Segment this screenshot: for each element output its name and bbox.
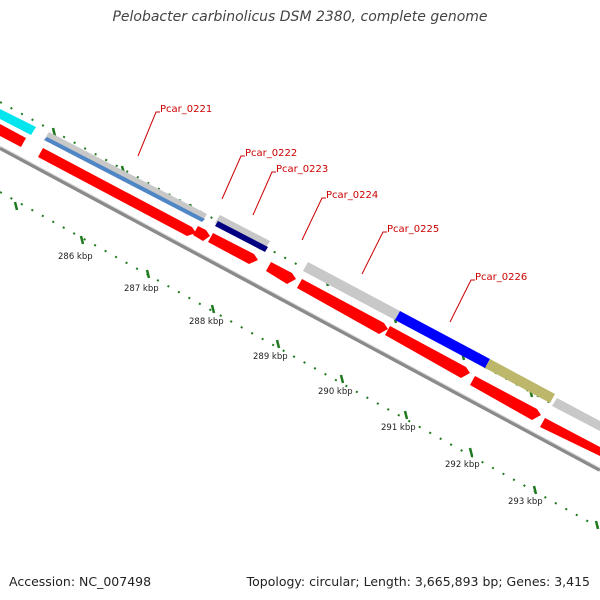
- genome-summary-text: Topology: circular; Length: 3,665,893 bp…: [246, 574, 590, 589]
- genome-backbone-highlight: [0, 145, 600, 469]
- feature-grey-end: [552, 398, 600, 431]
- inner-major-tick: [210, 304, 216, 314]
- kbp-label: 289 kbp: [253, 352, 288, 362]
- cds-arrow-pcar-0225: [297, 279, 388, 334]
- inner-major-tick: [403, 410, 409, 420]
- inner-major-tick: [594, 520, 600, 530]
- kbp-label: 293 kbp: [508, 497, 543, 507]
- cds-arrow: [540, 418, 600, 456]
- feature-pcar-0223: [215, 215, 270, 249]
- inner-major-tick: [275, 339, 281, 349]
- inner-major-tick: [145, 269, 151, 279]
- map-title: Pelobacter carbinolicus DSM 2380, comple…: [112, 9, 488, 25]
- callout-line: [252, 171, 276, 216]
- feature-pcar-0224: [303, 262, 400, 320]
- gene-callouts: [137, 111, 475, 323]
- kbp-label: 291 kbp: [381, 423, 416, 433]
- callout-line: [361, 231, 387, 275]
- cds-arrow: [193, 226, 210, 241]
- callout-line: [449, 279, 475, 323]
- gene-labels: Pcar_0221 Pcar_0222 Pcar_0223 Pcar_0224 …: [160, 104, 527, 283]
- inner-major-ticks: [13, 201, 600, 530]
- inner-major-tick: [468, 447, 474, 457]
- gene-label-pcar-0221[interactable]: Pcar_0221: [160, 104, 212, 115]
- inner-tick-ring-dots: [0, 191, 600, 529]
- callout-line: [137, 111, 160, 157]
- cds-arrow-pcar-0223: [208, 233, 258, 264]
- cds-arrow-pcar-0224: [266, 262, 296, 284]
- gene-label-pcar-0224[interactable]: Pcar_0224: [326, 190, 378, 201]
- kbp-label: 286 kbp: [58, 252, 93, 262]
- inner-major-tick: [79, 235, 85, 245]
- kbp-label: 292 kbp: [445, 460, 480, 470]
- feature-pcar-0225: [395, 311, 490, 368]
- gene-label-pcar-0223[interactable]: Pcar_0223: [276, 164, 328, 175]
- genome-backbone: [0, 146, 600, 472]
- callout-line: [301, 197, 326, 241]
- accession-text: Accession: NC_007498: [9, 574, 152, 589]
- gene-label-pcar-0222[interactable]: Pcar_0222: [245, 148, 297, 159]
- outer-major-tick: [51, 127, 57, 137]
- cyan-feature: [0, 109, 36, 135]
- gene-label-pcar-0226[interactable]: Pcar_0226: [475, 272, 527, 283]
- cds-arrow: [0, 124, 26, 147]
- cds-track: [0, 124, 600, 456]
- feature-pcar-0222-stripe: [44, 137, 205, 222]
- callout-line: [221, 155, 245, 200]
- inner-major-tick: [532, 485, 538, 495]
- feature-pcar-0226: [485, 359, 555, 403]
- inner-major-tick: [13, 201, 19, 211]
- feature-track: [0, 109, 600, 431]
- inner-tick-ring: [0, 191, 600, 530]
- cds-arrow-pcar-0226: [385, 326, 470, 378]
- kbp-label: 288 kbp: [189, 317, 224, 327]
- kbp-label: 287 kbp: [124, 284, 159, 294]
- cds-arrow-pcar-0221: [38, 148, 196, 236]
- kbp-label: 290 kbp: [318, 387, 353, 397]
- feature-pcar-0223-navy: [215, 221, 268, 252]
- inner-major-tick: [339, 374, 345, 384]
- kbp-scale-labels: 286 kbp 287 kbp 288 kbp 289 kbp 290 kbp …: [58, 252, 543, 507]
- gene-label-pcar-0225[interactable]: Pcar_0225: [387, 224, 439, 235]
- cds-arrow: [470, 376, 541, 420]
